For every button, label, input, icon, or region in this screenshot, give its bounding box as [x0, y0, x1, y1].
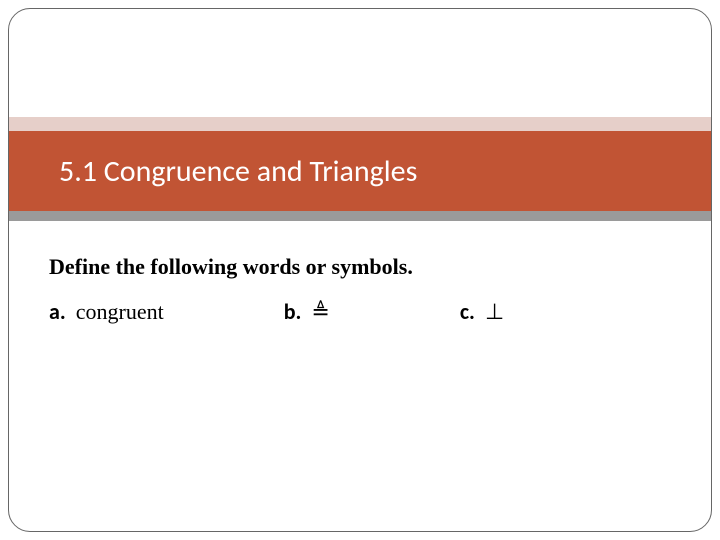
items-row: a. congruent b. ≜ c. ⊥	[49, 298, 671, 325]
item-a-term: congruent	[76, 299, 164, 325]
item-b-term: ≜	[311, 299, 329, 325]
item-b-label: b.	[284, 298, 302, 325]
item-c: c. ⊥	[460, 298, 504, 325]
decorative-gray-band	[9, 211, 711, 221]
item-c-term: ⊥	[485, 299, 504, 325]
item-a: a. congruent	[49, 298, 164, 325]
item-c-label: c.	[460, 298, 475, 325]
decorative-light-band	[9, 117, 711, 131]
instruction-text: Define the following words or symbols.	[49, 254, 671, 280]
item-a-label: a.	[49, 298, 66, 325]
title-band: 5.1 Congruence and Triangles	[9, 131, 711, 211]
content-area: Define the following words or symbols. a…	[49, 254, 671, 325]
item-b: b. ≜	[284, 298, 330, 325]
slide-frame: 5.1 Congruence and Triangles Define the …	[8, 8, 712, 532]
slide-title: 5.1 Congruence and Triangles	[59, 153, 417, 190]
